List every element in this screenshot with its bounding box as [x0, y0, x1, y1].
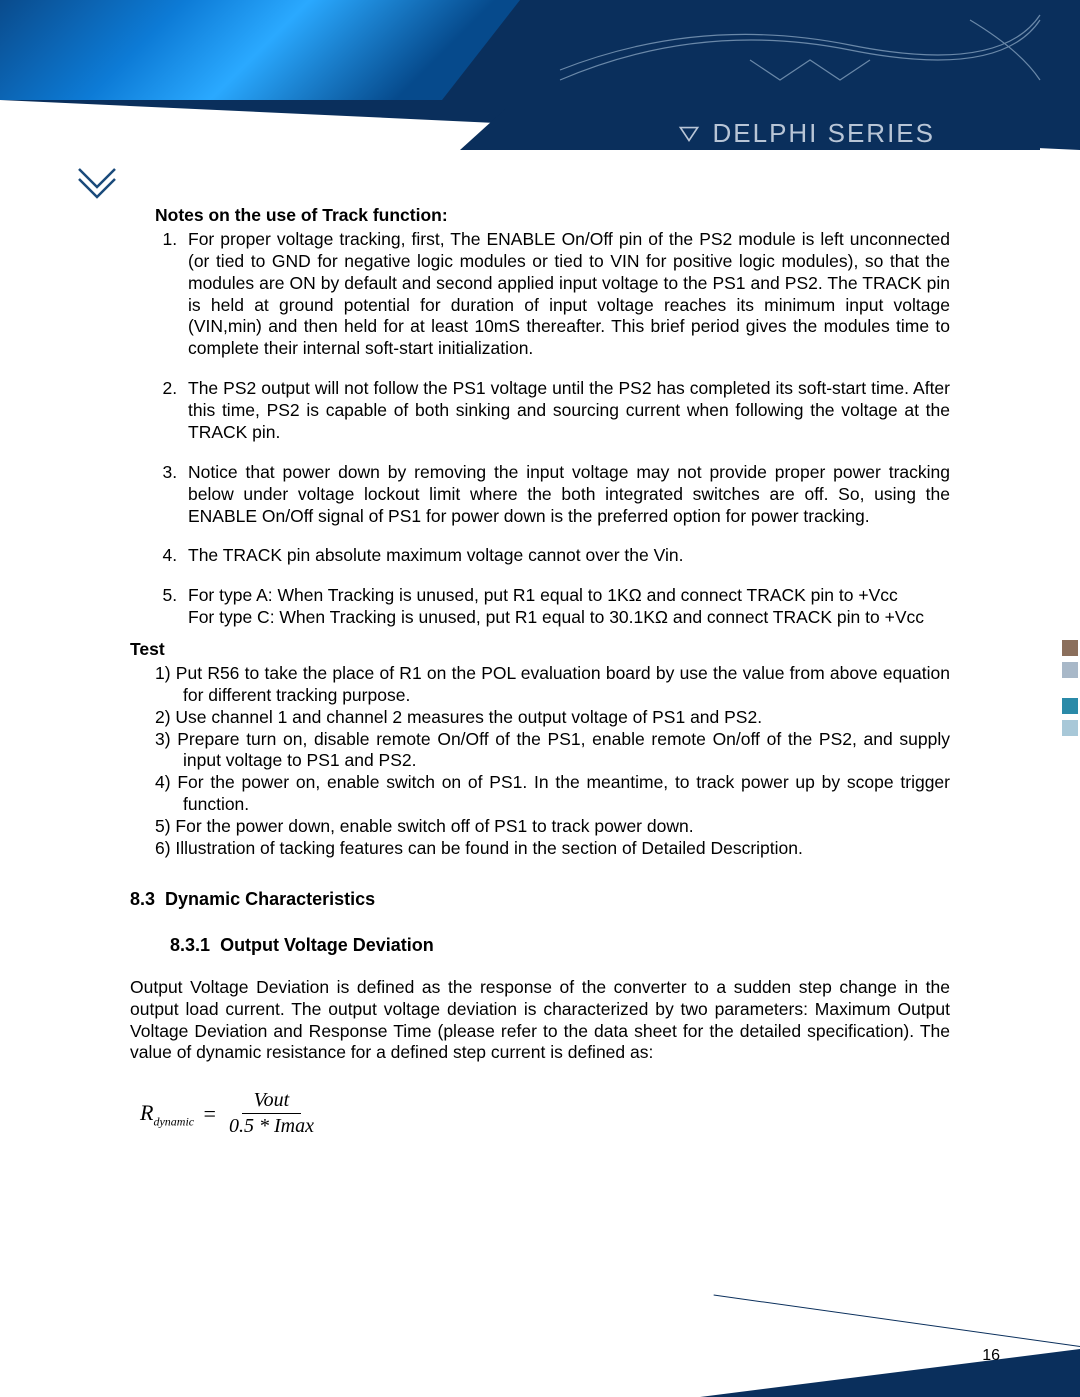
- formula-lhs: Rdynamic: [140, 1099, 194, 1129]
- formula-fraction: Vout 0.5 * Imax: [225, 1088, 318, 1139]
- test-heading: Test: [130, 639, 950, 661]
- footer-triangle: [700, 1349, 1080, 1397]
- formula-denominator: 0.5 * Imax: [225, 1114, 318, 1139]
- subsection-number: 8.3.1: [170, 935, 210, 955]
- notes-item: The TRACK pin absolute maximum voltage c…: [182, 545, 950, 567]
- marker-2: [1062, 662, 1078, 678]
- page-number: 16: [982, 1347, 1000, 1365]
- subsection-title: Output Voltage Deviation: [220, 935, 434, 955]
- section-8-3-heading: 8.3 Dynamic Characteristics: [130, 888, 950, 911]
- notes-item-text: For type A: When Tracking is unused, put…: [188, 585, 924, 627]
- page-banner: DELPHI SERIES: [0, 0, 1080, 150]
- notes-item: Notice that power down by removing the i…: [182, 462, 950, 528]
- notes-list: For proper voltage tracking, first, The …: [130, 229, 950, 629]
- test-item: 2) Use channel 1 and channel 2 measures …: [155, 707, 950, 729]
- notes-item-text: For proper voltage tracking, first, The …: [188, 229, 950, 358]
- section-title: Dynamic Characteristics: [165, 889, 375, 909]
- formula-lhs-base: R: [140, 1100, 153, 1125]
- down-triangle-icon: [676, 121, 702, 147]
- footer-diagonal-line: [714, 1295, 1080, 1347]
- notes-item-text: The TRACK pin absolute maximum voltage c…: [188, 545, 683, 565]
- banner-line-art: [550, 10, 1050, 90]
- notes-item: For proper voltage tracking, first, The …: [182, 229, 950, 360]
- page-content: Notes on the use of Track function: For …: [130, 205, 950, 1139]
- series-label: DELPHI SERIES: [676, 118, 935, 149]
- formula-lhs-sub: dynamic: [153, 1114, 194, 1128]
- notes-heading: Notes on the use of Track function:: [155, 205, 950, 227]
- marker-3: [1062, 698, 1078, 714]
- test-item: 1) Put R56 to take the place of R1 on th…: [155, 663, 950, 707]
- notes-item-text: The PS2 output will not follow the PS1 v…: [188, 378, 950, 442]
- test-item: 4) For the power on, enable switch on of…: [155, 772, 950, 816]
- section-chevron-icon: [75, 165, 119, 208]
- notes-item-text: Notice that power down by removing the i…: [188, 462, 950, 526]
- test-item: 3) Prepare turn on, disable remote On/Of…: [155, 729, 950, 773]
- series-label-text: DELPHI SERIES: [712, 118, 935, 149]
- marker-4: [1062, 720, 1078, 736]
- notes-item: For type A: When Tracking is unused, put…: [182, 585, 950, 629]
- section-8-3-1-paragraph: Output Voltage Deviation is defined as t…: [130, 977, 950, 1065]
- formula-equals: =: [202, 1100, 217, 1128]
- test-item: 6) Illustration of tacking features can …: [155, 838, 950, 860]
- side-color-markers: [1062, 640, 1080, 742]
- marker-1: [1062, 640, 1078, 656]
- test-item: 5) For the power down, enable switch off…: [155, 816, 950, 838]
- rdynamic-formula: Rdynamic = Vout 0.5 * Imax: [140, 1088, 950, 1139]
- formula-numerator: Vout: [242, 1088, 302, 1114]
- test-list: 1) Put R56 to take the place of R1 on th…: [130, 663, 950, 860]
- notes-item: The PS2 output will not follow the PS1 v…: [182, 378, 950, 444]
- section-8-3-1-heading: 8.3.1 Output Voltage Deviation: [170, 934, 950, 957]
- banner-blue-graphic: [0, 0, 520, 100]
- section-number: 8.3: [130, 889, 155, 909]
